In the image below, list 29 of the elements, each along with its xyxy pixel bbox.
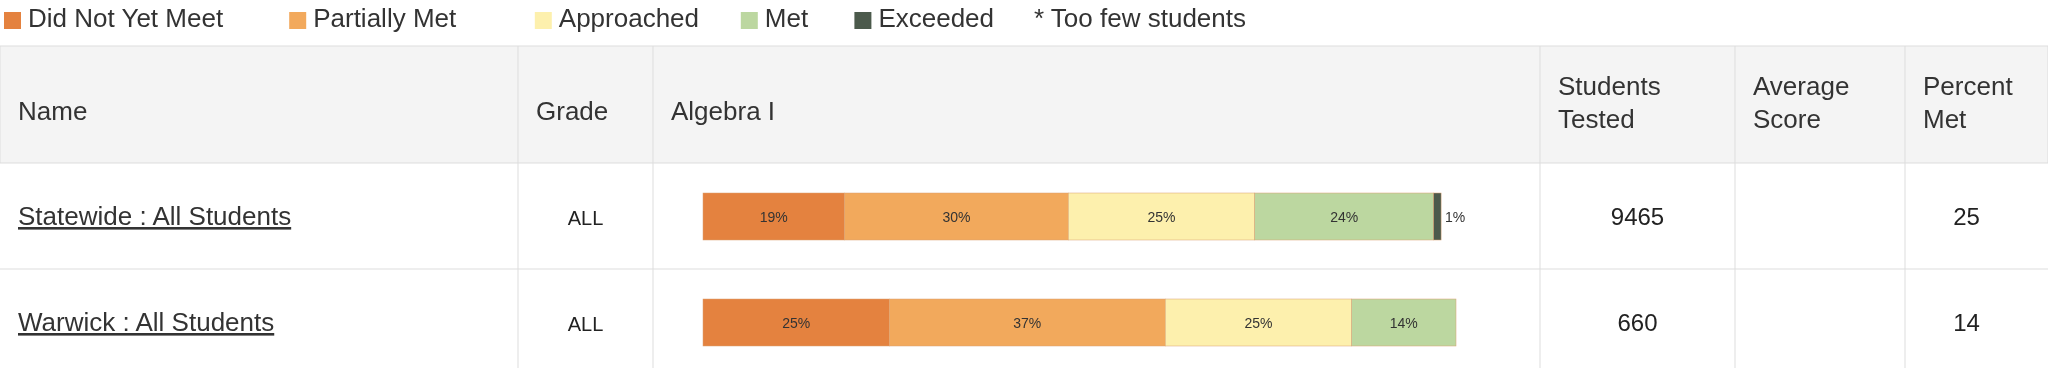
- text: * Too few students: [1034, 3, 1246, 33]
- text: Average Score: [1753, 71, 1850, 134]
- data-label: 25%: [1244, 314, 1273, 331]
- text: 25: [1953, 203, 1980, 230]
- y-tick-label: Statewide : All Students: [18, 201, 292, 231]
- text: 660: [1617, 309, 1658, 336]
- legend-label: Approached: [558, 3, 700, 33]
- text: ALL: [567, 313, 604, 335]
- legend-label: Partially Met: [313, 3, 458, 33]
- text: Grade: [536, 96, 609, 126]
- y-tick-label: Warwick : All Students: [18, 307, 275, 337]
- text: ALL: [567, 207, 604, 229]
- data-label: 14%: [1389, 314, 1418, 331]
- text: 14: [1953, 309, 1980, 336]
- text: Students Tested: [1558, 71, 1661, 134]
- data-label: 25%: [782, 314, 811, 331]
- chart-title: Algebra I: [671, 96, 776, 126]
- data-label: 1%: [1445, 208, 1466, 225]
- data-label: 19%: [759, 208, 788, 225]
- legend-label: Exceeded: [878, 3, 995, 33]
- data-label: 24%: [1330, 208, 1359, 225]
- data-label: 37%: [1013, 314, 1042, 331]
- data-label: 25%: [1147, 208, 1176, 225]
- text: 9465: [1610, 203, 1665, 230]
- y-axis-title: Name: [18, 96, 88, 126]
- legend-label: Did Not Yet Meet: [28, 3, 224, 33]
- text: Percent Met: [1923, 71, 2014, 134]
- data-label: 30%: [942, 208, 971, 225]
- legend-label: Met: [764, 3, 809, 33]
